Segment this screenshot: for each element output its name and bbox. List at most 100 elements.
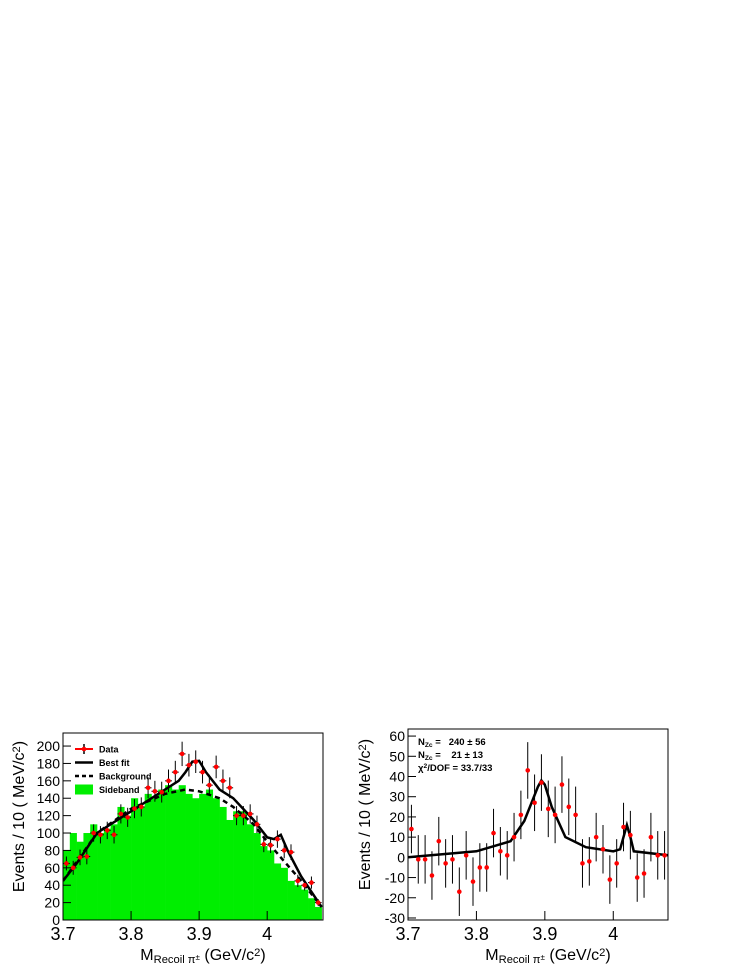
text-part: ± bbox=[541, 953, 546, 962]
sideband-bar bbox=[260, 846, 268, 920]
sideband-bar bbox=[246, 824, 254, 920]
y-tick-label: 40 bbox=[44, 877, 60, 893]
data-point bbox=[213, 764, 219, 770]
data-point bbox=[281, 848, 287, 853]
data-point bbox=[621, 824, 626, 830]
sideband-bar bbox=[117, 806, 125, 920]
sideband-bar bbox=[171, 789, 180, 920]
sideband-bar bbox=[90, 824, 98, 920]
data-point bbox=[309, 880, 314, 885]
x-tick-label: 4 bbox=[608, 924, 618, 944]
data-point bbox=[302, 882, 307, 888]
data-point bbox=[166, 778, 171, 784]
data-point bbox=[138, 804, 144, 810]
sideband-bar bbox=[205, 789, 214, 920]
text-part: N bbox=[418, 737, 425, 748]
sideband-bar bbox=[219, 806, 227, 920]
y-tick-label: 100 bbox=[37, 825, 61, 841]
text-part: = 21 ± 13 bbox=[433, 750, 483, 761]
plot-frame bbox=[62, 732, 324, 921]
text-part: 2 bbox=[357, 744, 369, 750]
sideband-bar bbox=[267, 850, 275, 920]
sideband-bar bbox=[314, 906, 322, 920]
data-point bbox=[655, 853, 661, 858]
data-point bbox=[429, 873, 435, 878]
data-point bbox=[64, 861, 69, 866]
sideband-bar bbox=[185, 793, 193, 920]
data-point bbox=[193, 759, 199, 765]
sideband-bar bbox=[124, 815, 132, 920]
sideband-bar bbox=[226, 819, 234, 920]
data-point bbox=[518, 812, 524, 818]
sideband-bar bbox=[192, 798, 200, 920]
sideband-bar bbox=[212, 798, 220, 920]
sideband-bar bbox=[97, 833, 105, 920]
data-point bbox=[111, 832, 117, 838]
data-point bbox=[207, 782, 212, 788]
data-point bbox=[295, 878, 301, 884]
data-point bbox=[457, 889, 462, 895]
data-point bbox=[532, 800, 537, 806]
y-tick-label: 50 bbox=[389, 748, 405, 764]
annotation: NZc = 240 ± 56 bbox=[418, 737, 486, 749]
sideband-bar bbox=[151, 798, 159, 920]
x-axis-label: MRecoil π± (GeV/c2) bbox=[485, 947, 610, 966]
y-tick-label: 10 bbox=[389, 829, 405, 845]
sideband-bar bbox=[69, 833, 77, 920]
plot-frame bbox=[407, 728, 669, 921]
x-tick-label: 3.9 bbox=[532, 924, 557, 944]
data-point bbox=[173, 769, 178, 775]
data-point bbox=[539, 780, 544, 785]
text-part: (GeV/c bbox=[545, 947, 599, 964]
data-point bbox=[587, 859, 592, 864]
x-axis-label: MRecoil π± (GeV/c2) bbox=[140, 947, 265, 966]
data-point bbox=[491, 830, 496, 836]
sideband-bar bbox=[110, 824, 118, 920]
sideband-bar bbox=[294, 885, 302, 920]
data-point bbox=[268, 842, 273, 848]
data-point bbox=[159, 789, 164, 795]
text-part: Zc bbox=[425, 742, 433, 749]
data-point bbox=[415, 857, 421, 862]
sideband-bar bbox=[178, 785, 186, 920]
plot bbox=[408, 742, 668, 916]
y-tick-label: 0 bbox=[52, 912, 60, 928]
data-point bbox=[132, 806, 137, 811]
sideband-bar bbox=[165, 785, 173, 920]
data-point bbox=[477, 865, 483, 870]
sideband-bar bbox=[308, 898, 316, 920]
y-tick-label: 140 bbox=[37, 790, 61, 806]
text-part: (GeV/c bbox=[200, 947, 254, 964]
x-tick-label: 3.9 bbox=[187, 924, 212, 944]
text-part: Events / 10 ( MeV/c bbox=[11, 752, 28, 892]
data-point bbox=[511, 834, 517, 840]
data-point bbox=[200, 769, 205, 775]
y-axis-label: Events / 10 ( MeV/c2) bbox=[11, 741, 28, 892]
y-tick-label: 30 bbox=[389, 789, 405, 805]
sideband-bar bbox=[144, 793, 152, 920]
y-tick-label: 60 bbox=[44, 860, 60, 876]
data-point bbox=[648, 834, 654, 840]
data-point bbox=[84, 854, 90, 859]
x-tick-label: 3.7 bbox=[395, 924, 420, 944]
annotation: χ2/DOF = 33.7/33 bbox=[418, 763, 492, 774]
data-point bbox=[470, 879, 476, 884]
data-point bbox=[614, 861, 619, 866]
data-point bbox=[662, 853, 667, 858]
annotation: NZc = 21 ± 13 bbox=[418, 750, 483, 762]
data-point bbox=[504, 853, 510, 858]
sideband-bar bbox=[253, 833, 261, 920]
text-part: Recoil π bbox=[154, 954, 196, 966]
sideband-bar bbox=[83, 833, 91, 920]
data-point bbox=[254, 822, 260, 827]
text-part: Recoil π bbox=[499, 954, 541, 966]
fit-curve bbox=[408, 778, 668, 859]
y-axis-label: Events / 10 ( MeV/c2) bbox=[357, 739, 374, 890]
y-tick-label: 0 bbox=[397, 849, 405, 865]
y-tick-label: 40 bbox=[389, 768, 405, 784]
data-point bbox=[77, 855, 83, 860]
x-tick-label: 3.7 bbox=[50, 924, 75, 944]
y-tick-label: 120 bbox=[37, 808, 61, 824]
data-point bbox=[220, 778, 226, 784]
sideband-bar bbox=[287, 880, 295, 920]
